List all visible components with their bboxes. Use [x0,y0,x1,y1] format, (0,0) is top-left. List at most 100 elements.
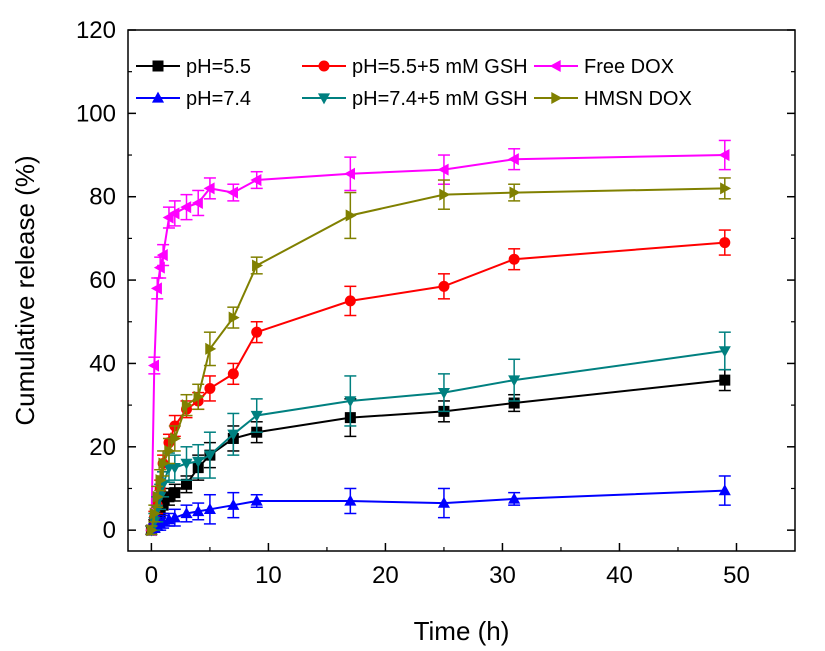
series-line [150,154,725,531]
data-point [152,490,164,503]
y-axis-title: Cumulative release (%) [10,155,40,425]
series-line [150,241,725,531]
series-layer [145,139,732,537]
data-point [180,201,192,214]
legend-item-2: Free DOX [534,56,674,78]
data-point [149,507,161,520]
data-point [170,432,182,445]
legend-marker [549,59,561,73]
data-point [203,502,216,514]
data-point [168,462,181,474]
data-point [191,196,203,210]
legend-item-3: pH=7.4 [136,88,251,110]
series-2 [145,139,731,537]
legend-item-0: pH=5.5 [136,56,251,78]
legend-label: pH=5.5 [186,56,251,78]
data-point [181,478,193,490]
legend-label: pH=5.5+5 mM GSH [352,56,528,78]
data-point [438,280,450,292]
x-tick-label: 0 [145,562,158,589]
data-point [508,253,520,265]
data-point [156,249,168,262]
legend-marker [318,60,330,72]
legend-label: pH=7.4+5 mM GSH [352,88,528,110]
data-point [437,163,449,176]
data-point [507,153,519,166]
data-point [168,511,181,523]
data-point [344,167,356,180]
data-point [150,282,162,295]
y-tick-label: 0 [103,517,116,544]
data-point [193,390,205,403]
data-point [180,507,193,519]
data-point [250,173,262,187]
data-point [718,346,731,358]
data-point [169,487,181,499]
data-point [250,494,263,506]
data-point [146,524,158,537]
x-tick-label: 50 [723,562,750,589]
data-point [168,207,180,220]
data-point [203,450,216,462]
legend-marker [152,60,164,72]
x-axis-title: Time (h) [414,616,510,646]
y-tick-label: 40 [89,350,116,377]
data-point [345,209,357,222]
data-point [204,382,216,394]
x-tick-label: 10 [255,562,282,589]
legend: pH=5.5 pH=5.5+5 mM GSH Free DOX pH=7.4 pH=7.… [136,56,692,110]
data-point [719,374,731,386]
data-point [344,396,357,408]
y-tick-label: 120 [76,17,116,44]
y-tick-label: 100 [76,100,116,127]
legend-marker [551,91,563,105]
x-tick-label: 40 [606,562,633,589]
data-point [344,494,357,506]
data-point [148,359,160,372]
data-point [437,387,450,399]
data-point [203,182,215,195]
y-axis-ticks: 0 20 40 60 80 100 120 [76,17,795,544]
y-tick-label: 80 [89,184,116,211]
legend-item-5: HMSN DOX [534,88,692,110]
data-point [153,261,165,274]
data-point [155,474,167,487]
data-point [205,342,217,355]
data-point [719,237,731,249]
plot-frame [127,29,796,552]
data-point [439,188,451,201]
data-point [508,492,521,504]
data-point [718,484,731,496]
data-point [508,375,521,387]
data-point [251,326,263,338]
legend-item-4: pH=7.4+5 mM GSH [302,88,528,110]
x-axis-ticks: 0 10 20 30 40 50 [145,543,750,589]
y-tick-label: 60 [89,267,116,294]
series-5 [145,177,732,537]
data-point [226,186,238,199]
plot-border [127,29,796,552]
legend-label: HMSN DOX [584,88,692,110]
series-line [150,489,725,532]
data-point [227,498,240,510]
legend-item-1: pH=5.5+5 mM GSH [302,56,528,78]
data-point [228,311,240,324]
data-point [192,456,205,468]
series-1 [145,229,731,536]
x-tick-label: 30 [489,562,516,589]
data-point [250,410,263,422]
data-point [180,458,193,470]
series-3 [145,475,731,536]
series-line [150,349,725,531]
data-point [192,505,205,517]
legend-label: pH=7.4 [186,88,251,110]
y-tick-label: 20 [89,434,116,461]
legend-label: Free DOX [584,56,674,78]
data-point [344,295,356,307]
data-point [720,182,732,195]
data-point [252,259,264,272]
data-point [718,148,730,162]
legend-marker [151,91,165,103]
